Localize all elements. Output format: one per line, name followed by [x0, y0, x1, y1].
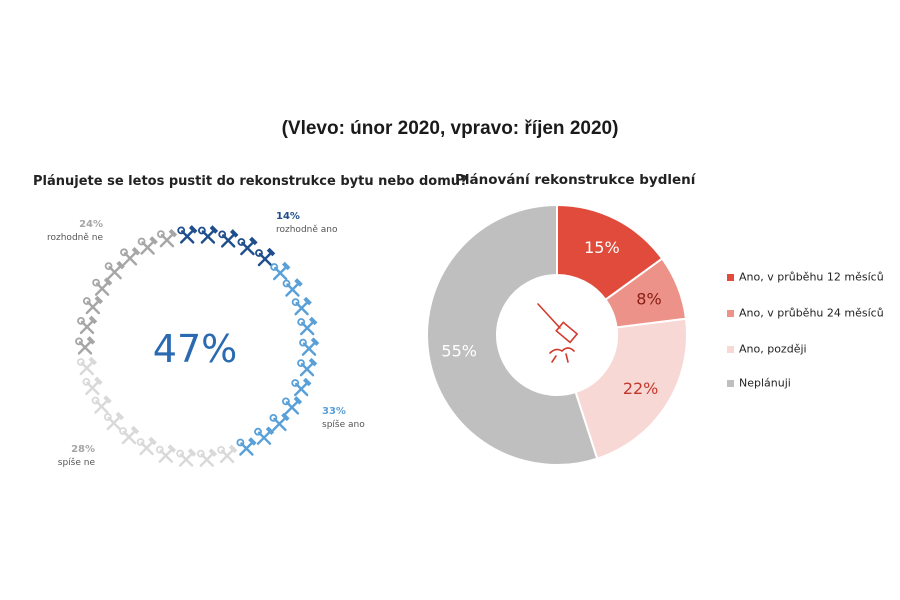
segment-name-label: spíše ano — [322, 419, 365, 430]
hammer-wrench-icon — [217, 444, 238, 464]
hammer-wrench-icon — [82, 295, 104, 315]
legend-swatch — [727, 345, 734, 353]
donut-slice — [426, 203, 599, 466]
segment-value-label: 24% — [79, 219, 103, 230]
center-percentage: 47% — [153, 327, 237, 371]
hammer-wrench-icon — [255, 247, 276, 267]
hammer-wrench-icon — [92, 277, 113, 296]
segment-name-label: rozhodně ne — [47, 233, 103, 243]
hammer-wrench-icon — [75, 336, 96, 355]
legend-item: Neplánuji — [727, 376, 791, 390]
legend-label: Ano, v průběhu 12 měsíců — [739, 270, 884, 284]
hammer-wrench-icon — [82, 376, 103, 396]
legend-label: Ano, později — [739, 342, 807, 356]
hammer-wrench-icon — [177, 225, 198, 244]
hammer-wrench-icon — [119, 425, 140, 445]
right-chart-title: Plánování rekonstrukce bydlení — [455, 172, 696, 188]
hammer-wrench-icon — [299, 337, 320, 356]
hammer-wrench-icon — [291, 377, 312, 397]
legend-item: Ano, v průběhu 24 měsíců — [727, 306, 884, 320]
segment-name-label: spíše ne — [58, 457, 96, 468]
legend-swatch — [727, 379, 734, 387]
hammer-wrench-icon — [291, 296, 312, 316]
hammer-wrench-icon — [281, 396, 303, 415]
icon-ring-chart: 47% 14% rozhodně ano 33% spíše ano 28% spíše … — [47, 211, 365, 468]
hammer-wrench-icon — [218, 229, 239, 248]
page-title: (Vlevo: únor 2020, vpravo: říjen 2020) — [281, 118, 619, 139]
left-chart-title: Plánujete se letos pustit do rekonstrukc… — [33, 174, 468, 189]
hammer-wrench-icon — [297, 357, 318, 377]
legend-label: Ano, v průběhu 24 měsíců — [739, 306, 884, 320]
hammer-wrench-icon — [120, 247, 141, 266]
hammer-wrench-icon — [282, 278, 303, 297]
hammer-wrench-icon — [103, 411, 125, 431]
slice-value-label: 15% — [584, 238, 620, 257]
hammer-wrench-icon — [297, 316, 318, 336]
hammer-wrench-icon — [236, 437, 257, 456]
donut-chart: 15% 8% 22% 55% — [426, 203, 688, 466]
hammer-wrench-icon — [155, 444, 177, 463]
donut-slice — [574, 317, 688, 460]
hammer-wrench-icon — [269, 412, 290, 432]
hammer-wrench-icon — [136, 436, 157, 456]
slice-value-label: 55% — [441, 342, 477, 361]
hammer-wrench-icon — [104, 260, 125, 280]
hammer-wrench-icon — [77, 315, 98, 335]
hammer-wrench-icon — [91, 395, 112, 414]
hammer-wrench-icon — [196, 448, 218, 467]
segment-value-label: 28% — [71, 444, 95, 455]
legend-item: Ano, v průběhu 12 měsíců — [727, 270, 884, 284]
segment-value-label: 33% — [322, 406, 346, 417]
legend-swatch — [727, 309, 734, 317]
slice-value-label: 22% — [623, 379, 659, 398]
legend-swatch — [727, 273, 734, 281]
hammer-wrench-icon — [237, 236, 258, 256]
hammer-wrench-icon — [197, 225, 219, 244]
hammer-wrench-icon — [156, 228, 178, 248]
hammer-icon — [537, 303, 579, 363]
hammer-wrench-icon — [254, 426, 275, 445]
hammer-wrench-icon — [76, 356, 98, 376]
hammer-wrench-icon — [270, 261, 291, 281]
segment-name-label: rozhodně ano — [276, 225, 338, 235]
hammer-wrench-icon — [137, 236, 158, 255]
hammer-wrench-icon — [176, 448, 197, 467]
legend-item: Ano, později — [727, 342, 807, 356]
slice-value-label: 8% — [636, 290, 661, 309]
segment-value-label: 14% — [276, 211, 300, 222]
legend-label: Neplánuji — [739, 376, 791, 390]
